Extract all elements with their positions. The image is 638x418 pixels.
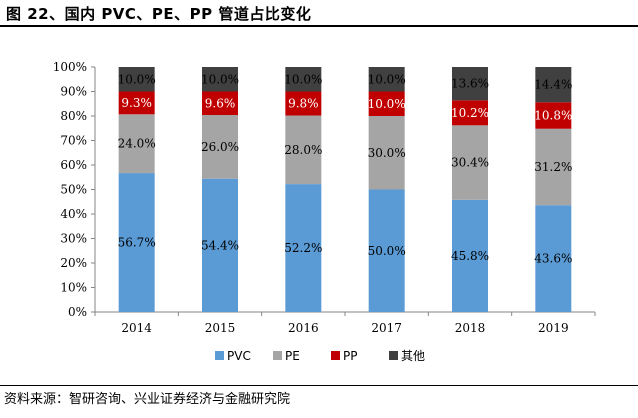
legend-swatch — [215, 351, 224, 360]
data-label: 10.0% — [368, 97, 406, 111]
legend-label: PE — [285, 349, 300, 363]
data-label: 30.0% — [368, 146, 406, 160]
y-tick-label: 20% — [60, 256, 87, 270]
bar-segment-pvc — [452, 199, 488, 312]
bar-segment-pp — [202, 91, 238, 116]
data-label: 10.0% — [201, 72, 239, 86]
bar-segment-pe — [368, 116, 405, 190]
y-tick-label: 100% — [53, 60, 87, 74]
y-tick-label: 70% — [60, 134, 87, 148]
bar-segment-other — [118, 67, 155, 92]
bar-segment-other — [535, 67, 572, 103]
legend-label: PVC — [227, 349, 251, 363]
bar-segment-pvc — [368, 189, 405, 312]
bar-segment-pp — [452, 100, 488, 126]
data-label: 43.6% — [534, 252, 572, 266]
bar-segment-pvc — [535, 205, 572, 312]
y-tick-label: 80% — [60, 109, 87, 123]
title-rule — [0, 25, 638, 27]
legend-swatch — [273, 351, 282, 360]
data-label: 56.7% — [118, 236, 156, 250]
bar-segment-pe — [202, 115, 238, 179]
y-tick-label: 0% — [68, 305, 87, 319]
y-tick-label: 50% — [60, 183, 87, 197]
data-label: 52.2% — [284, 241, 322, 255]
data-label: 9.6% — [205, 96, 236, 110]
y-tick-label: 10% — [60, 281, 87, 295]
stacked-bar-chart: 0% 10% 20% 30% 40% 50% 60% 70% 80% 90% 100% 56.7% 24… — [53, 60, 596, 363]
bar-segment-pp — [118, 91, 155, 115]
x-tick-label: 2014 — [121, 321, 152, 335]
data-label: 9.3% — [121, 96, 152, 110]
bar-segment-pe — [118, 114, 155, 174]
bar-segment-pe — [452, 125, 488, 200]
x-tick-label: 2019 — [538, 321, 569, 335]
y-tick-label: 90% — [60, 85, 87, 99]
source-rule — [0, 385, 638, 386]
data-label: 10.0% — [284, 72, 322, 86]
bar-segment-pvc — [202, 178, 238, 312]
data-label: 10.2% — [451, 106, 489, 120]
legend-label: PP — [343, 349, 357, 363]
bar-segment-other — [285, 67, 322, 92]
data-label: 9.8% — [288, 97, 319, 111]
figure-title: 图 22、国内 PVC、PE、PP 管道占比变化 — [6, 5, 312, 23]
data-label: 50.0% — [368, 244, 406, 258]
data-label: 24.0% — [118, 137, 156, 151]
bar-segment-pe — [285, 115, 322, 185]
y-tick-label: 40% — [60, 207, 87, 221]
bar-segment-other — [368, 67, 405, 92]
data-label: 31.2% — [534, 160, 572, 174]
data-label: 10.8% — [534, 109, 572, 123]
bar-segment-pvc — [285, 184, 322, 312]
data-label: 54.4% — [201, 238, 239, 252]
x-tick-label: 2016 — [288, 321, 319, 335]
legend-label: 其他 — [401, 349, 425, 363]
data-label: 45.8% — [451, 249, 489, 263]
y-tick-label: 30% — [60, 232, 87, 246]
y-tick-label: 60% — [60, 158, 87, 172]
x-tick-label: 2017 — [371, 321, 402, 335]
x-tick-label: 2015 — [205, 321, 236, 335]
x-tick-label: 2018 — [455, 321, 486, 335]
bar-segment-other — [452, 67, 488, 101]
data-label: 13.6% — [451, 77, 489, 91]
bar-segment-other — [202, 67, 238, 92]
data-label: 14.4% — [534, 78, 572, 92]
bar-segment-pp — [535, 102, 572, 129]
bar-segment-pp — [285, 91, 322, 116]
data-label: 10.0% — [368, 72, 406, 86]
data-label: 26.0% — [201, 140, 239, 154]
legend-swatch — [389, 351, 398, 360]
bar-segment-pvc — [118, 173, 155, 312]
data-label: 28.0% — [284, 143, 322, 157]
legend-swatch — [331, 351, 340, 360]
source-note: 资料来源：智研咨询、兴业证券经济与金融研究院 — [4, 392, 291, 407]
bar-segment-pe — [535, 128, 572, 206]
data-label: 30.4% — [451, 156, 489, 170]
bar-segment-pp — [368, 91, 405, 116]
data-label: 10.0% — [118, 72, 156, 86]
